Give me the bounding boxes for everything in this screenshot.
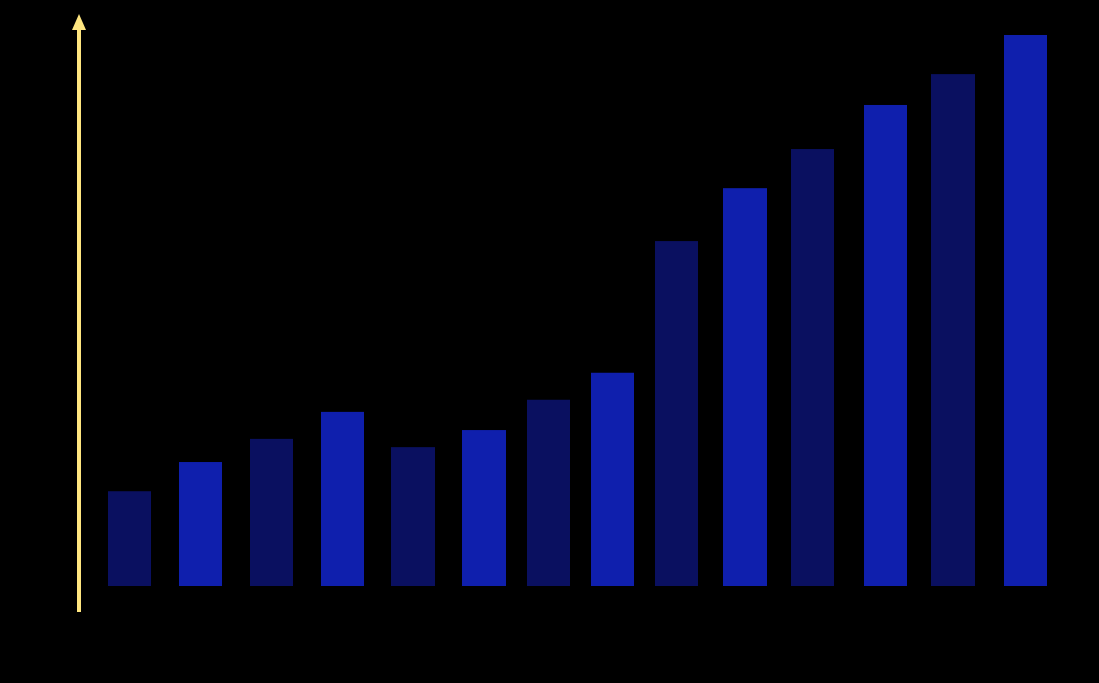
- bar-2: [179, 462, 222, 586]
- bar-7: [527, 399, 570, 586]
- bar-6: [462, 430, 506, 586]
- bar-5: [391, 447, 435, 586]
- bar-1: [108, 491, 151, 586]
- bar-4: [321, 411, 364, 586]
- bar-14: [1004, 35, 1047, 586]
- y-axis-arrow-icon: [72, 14, 86, 30]
- bars: [108, 35, 1047, 587]
- bar-3: [250, 438, 293, 586]
- bar-11: [791, 149, 834, 586]
- bar-8: [591, 372, 634, 586]
- bar-12: [864, 104, 907, 587]
- bar-9: [655, 241, 698, 586]
- bar-10: [723, 188, 767, 587]
- bar-13: [931, 74, 975, 586]
